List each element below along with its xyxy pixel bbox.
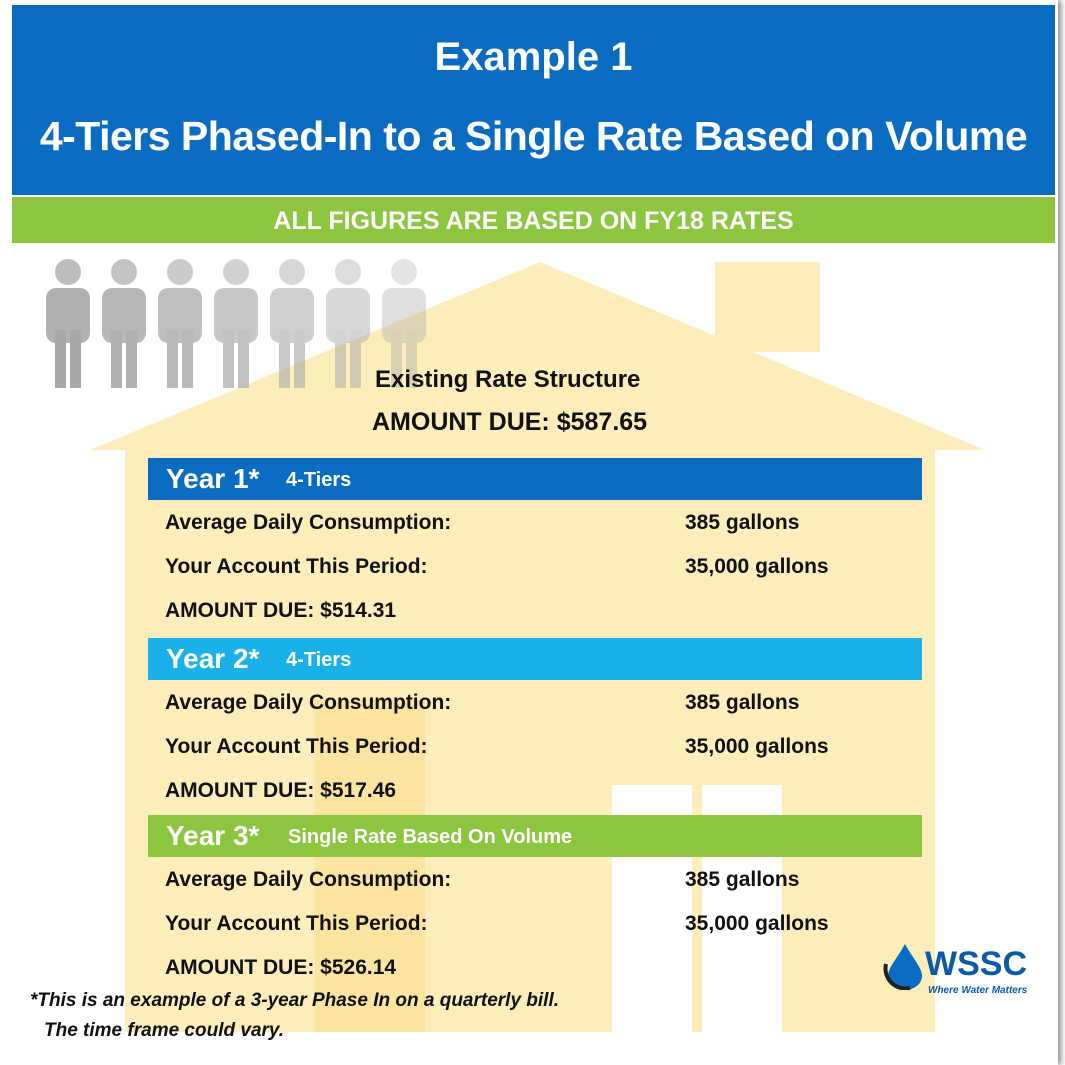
- row-value: 35,000 gallons: [685, 555, 829, 579]
- existing-heading: Existing Rate Structure: [375, 366, 640, 394]
- person-icon: [214, 259, 258, 388]
- person-icon: [46, 259, 90, 388]
- amount-due: AMOUNT DUE: $526.14: [165, 956, 396, 980]
- year-bar: Year 2* 4-Tiers: [148, 638, 922, 680]
- existing-amount: AMOUNT DUE: $587.65: [372, 408, 647, 437]
- year-plan: 4-Tiers: [286, 649, 351, 672]
- row-value: 35,000 gallons: [685, 912, 829, 936]
- row-label: Your Account This Period:: [165, 735, 428, 759]
- logo-name: WSSC: [925, 945, 1027, 984]
- row-value: 385 gallons: [685, 868, 799, 892]
- poster: Example 1 4-Tiers Phased-In to a Single …: [0, 0, 1058, 1065]
- banner: ALL FIGURES ARE BASED ON FY18 RATES: [12, 197, 1055, 243]
- year-label: Year 2*: [166, 643, 259, 675]
- page: Example 1 4-Tiers Phased-In to a Single …: [0, 0, 1065, 1065]
- person-icon: [102, 259, 146, 388]
- year-plan: 4-Tiers: [286, 469, 351, 492]
- row-label: Average Daily Consumption:: [165, 868, 451, 892]
- year-bar: Year 1* 4-Tiers: [148, 458, 922, 500]
- subtitle: 4-Tiers Phased-In to a Single Rate Based…: [12, 113, 1055, 160]
- year-label: Year 1*: [166, 463, 259, 495]
- row-label: Your Account This Period:: [165, 555, 428, 579]
- row-value: 385 gallons: [685, 691, 799, 715]
- year-label: Year 3*: [166, 820, 259, 852]
- logo-drop: [880, 940, 930, 990]
- logo-tagline: Where Water Matters: [928, 985, 1027, 996]
- year-bar: Year 3* Single Rate Based On Volume: [148, 815, 922, 857]
- banner-text: ALL FIGURES ARE BASED ON FY18 RATES: [12, 207, 1055, 236]
- row-label: Average Daily Consumption:: [165, 511, 451, 535]
- year-plan: Single Rate Based On Volume: [288, 826, 572, 849]
- row-label: Average Daily Consumption:: [165, 691, 451, 715]
- header: Example 1 4-Tiers Phased-In to a Single …: [12, 5, 1055, 195]
- amount-due: AMOUNT DUE: $517.46: [165, 779, 396, 803]
- row-value: 385 gallons: [685, 511, 799, 535]
- title: Example 1: [12, 35, 1055, 80]
- row-value: 35,000 gallons: [685, 735, 829, 759]
- footnote: The time frame could vary.: [44, 1020, 284, 1042]
- row-label: Your Account This Period:: [165, 912, 428, 936]
- amount-due: AMOUNT DUE: $514.31: [165, 599, 396, 623]
- chimney: [715, 262, 820, 352]
- footnote: *This is an example of a 3-year Phase In…: [30, 990, 559, 1012]
- person-icon: [158, 259, 202, 388]
